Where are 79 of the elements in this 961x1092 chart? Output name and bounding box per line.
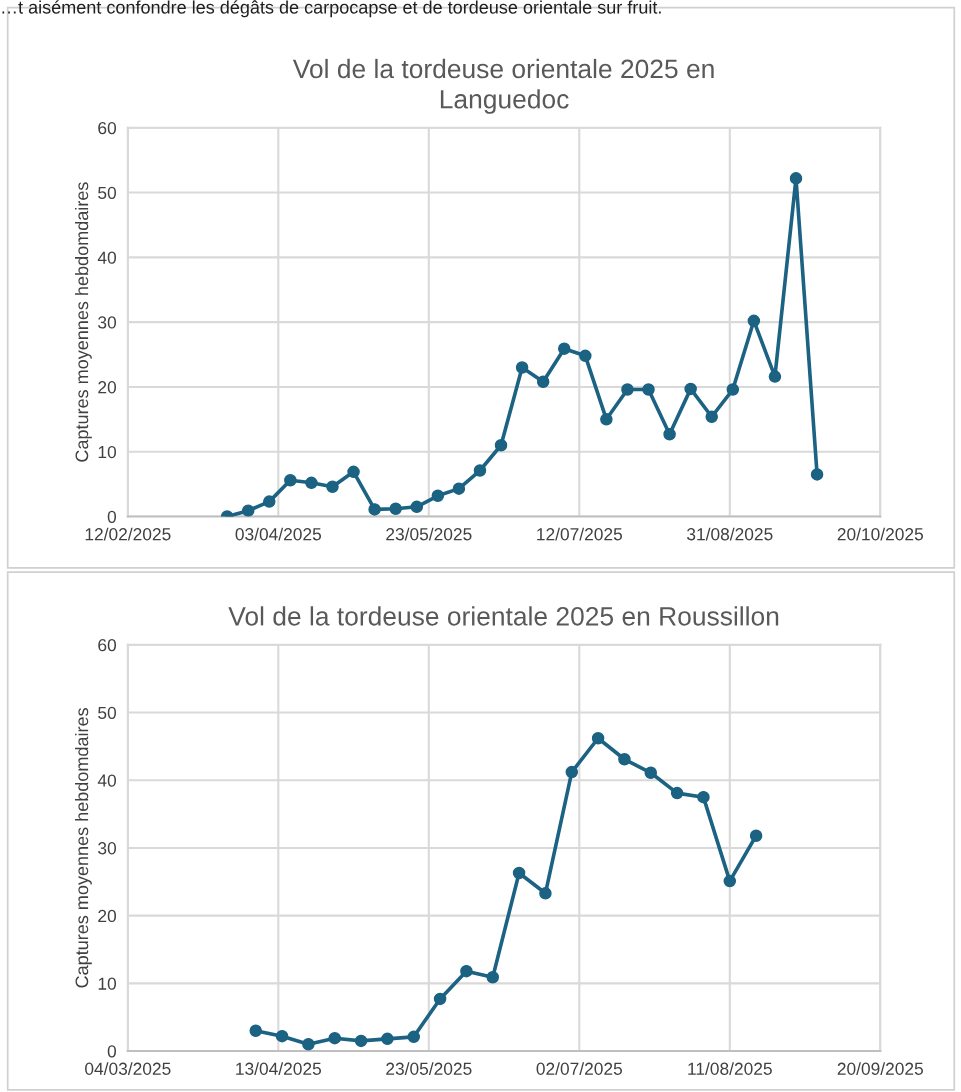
y-tick-label: 60 bbox=[98, 121, 117, 135]
y-tick-label: 60 bbox=[98, 638, 117, 652]
point bbox=[407, 1030, 420, 1044]
chart-title: Vol de la tordeuse orientale 2025 en Languedoc bbox=[292, 58, 714, 114]
point bbox=[565, 765, 579, 779]
point bbox=[768, 370, 782, 383]
point bbox=[347, 465, 360, 479]
point bbox=[326, 480, 339, 493]
y-tick-label: 10 bbox=[98, 445, 117, 459]
point bbox=[284, 473, 297, 487]
point bbox=[726, 383, 740, 396]
y-axis-title: Captures moyennes hebdomdaires bbox=[75, 182, 92, 462]
y-tick-label: 40 bbox=[97, 774, 117, 787]
point bbox=[241, 504, 255, 517]
point bbox=[705, 410, 718, 423]
point bbox=[579, 349, 592, 363]
point bbox=[452, 482, 466, 495]
point bbox=[684, 382, 697, 396]
y-tick-label: 0 bbox=[107, 510, 117, 523]
point bbox=[368, 503, 381, 516]
point bbox=[621, 383, 634, 396]
x-tick-label: 02/07/2025 bbox=[536, 1062, 623, 1075]
point bbox=[389, 502, 402, 515]
x-tick-label: 23/05/2025 bbox=[386, 1062, 472, 1075]
point bbox=[431, 489, 445, 503]
point bbox=[557, 342, 571, 355]
point bbox=[433, 992, 447, 1006]
point bbox=[663, 427, 676, 441]
point bbox=[354, 1034, 368, 1048]
point bbox=[670, 786, 684, 800]
chart-title: Vol de la tordeuse orientale 2025 en Roussillon bbox=[228, 606, 779, 626]
x-tick-label: 20/10/2025 bbox=[837, 527, 923, 541]
text: …t aisément confondre les dégâts de carpocapse et de tordeuse orientale sur fruit. bbox=[2, 0, 661, 18]
y-tick-label: 50 bbox=[98, 186, 117, 200]
point bbox=[302, 1038, 315, 1051]
y-tick-label: 10 bbox=[98, 977, 117, 990]
point bbox=[600, 413, 613, 426]
y-tick-label: 50 bbox=[98, 706, 117, 719]
point bbox=[473, 464, 487, 477]
x-tick-label: 31/08/2025 bbox=[687, 527, 773, 541]
y-tick-label: 20 bbox=[98, 381, 117, 394]
point bbox=[591, 732, 605, 745]
point bbox=[410, 500, 424, 514]
x-tick-label: 12/07/2025 bbox=[537, 527, 623, 541]
x-tick-label: 13/04/2025 bbox=[236, 1062, 322, 1075]
point bbox=[328, 1031, 341, 1045]
point bbox=[275, 1029, 289, 1043]
point bbox=[618, 752, 631, 766]
x-tick-label: 04/03/2025 bbox=[85, 1062, 171, 1075]
point bbox=[512, 866, 526, 880]
x-tick-label: 11/08/2025 bbox=[688, 1062, 772, 1075]
point bbox=[486, 971, 500, 984]
x-tick-label: 23/05/2025 bbox=[386, 527, 472, 541]
point bbox=[723, 874, 737, 888]
y-tick-label: 40 bbox=[97, 251, 117, 264]
point bbox=[381, 1032, 394, 1046]
point bbox=[536, 375, 550, 388]
point bbox=[494, 438, 508, 452]
point bbox=[697, 790, 710, 804]
y-axis-title: Captures moyennes hebdomdaires bbox=[75, 708, 92, 988]
point bbox=[305, 476, 318, 490]
y-tick-label: 0 bbox=[107, 1045, 117, 1058]
point bbox=[644, 766, 658, 780]
x-tick-label: 12/02/2025 bbox=[85, 527, 171, 541]
point bbox=[642, 383, 655, 396]
y-tick-label: 30 bbox=[98, 842, 117, 855]
point bbox=[515, 361, 529, 374]
y-tick-label: 30 bbox=[98, 316, 117, 329]
point bbox=[789, 172, 803, 185]
point bbox=[460, 964, 473, 978]
point bbox=[539, 887, 552, 900]
point bbox=[249, 1024, 262, 1037]
point bbox=[747, 314, 761, 328]
point bbox=[749, 829, 763, 843]
y-tick-label: 20 bbox=[98, 909, 117, 923]
x-tick-label: 20/09/2025 bbox=[837, 1062, 923, 1075]
point bbox=[810, 468, 824, 481]
x-tick-label: 03/04/2025 bbox=[235, 527, 322, 541]
point bbox=[263, 495, 276, 508]
